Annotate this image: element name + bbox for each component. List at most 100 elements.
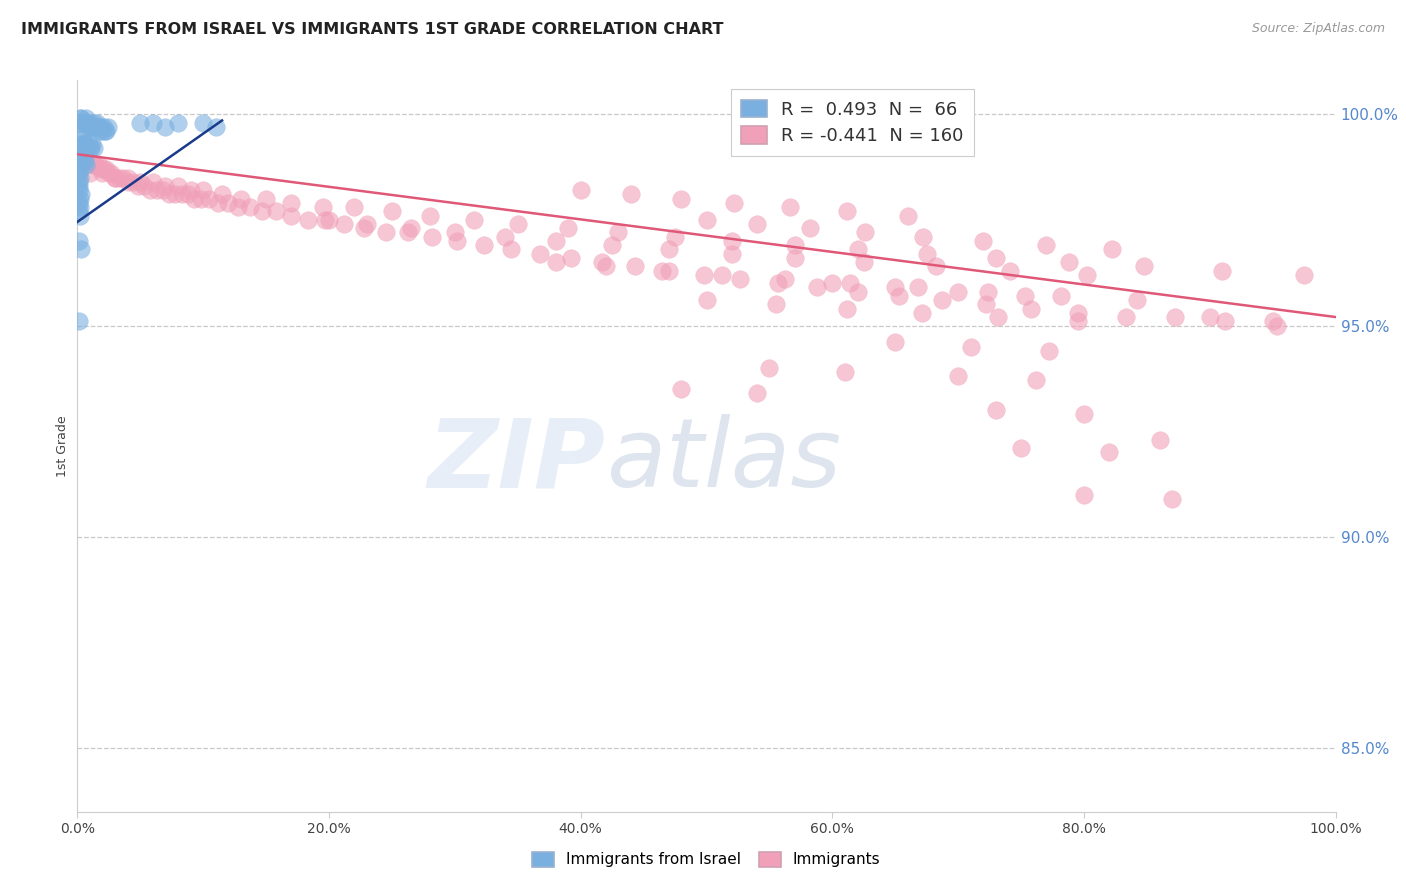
Point — [799, 221, 821, 235]
Point — [846, 285, 869, 299]
Point — [89, 124, 111, 138]
Legend: Immigrants from Israel, Immigrants: Immigrants from Israel, Immigrants — [526, 846, 887, 873]
Point — [314, 212, 336, 227]
Point — [79, 166, 101, 180]
Point — [779, 200, 801, 214]
Point — [104, 170, 127, 185]
Point — [720, 246, 742, 260]
Point — [70, 136, 93, 151]
Point — [229, 192, 252, 206]
Point — [90, 120, 112, 134]
Point — [419, 209, 441, 223]
Point — [67, 314, 90, 328]
Point — [76, 115, 98, 129]
Point — [887, 289, 910, 303]
Point — [560, 251, 582, 265]
Point — [396, 226, 419, 240]
Point — [280, 195, 302, 210]
Point — [100, 166, 122, 180]
Point — [671, 192, 693, 206]
Point — [69, 209, 91, 223]
Point — [658, 263, 681, 277]
Point — [239, 200, 262, 214]
Point — [381, 204, 404, 219]
Point — [96, 162, 118, 177]
Point — [1067, 314, 1090, 328]
Point — [152, 183, 174, 197]
Point — [765, 297, 787, 311]
Point — [87, 158, 110, 172]
Text: IMMIGRANTS FROM ISRAEL VS IMMIGRANTS 1ST GRADE CORRELATION CHART: IMMIGRANTS FROM ISRAEL VS IMMIGRANTS 1ST… — [21, 22, 724, 37]
Point — [1161, 491, 1184, 506]
Point — [75, 136, 97, 151]
Point — [948, 285, 970, 299]
Point — [83, 141, 105, 155]
Point — [998, 263, 1021, 277]
Point — [1073, 407, 1095, 421]
Point — [191, 115, 215, 129]
Point — [600, 238, 623, 252]
Point — [180, 183, 202, 197]
Point — [529, 246, 551, 260]
Point — [76, 141, 98, 155]
Point — [72, 115, 94, 129]
Point — [67, 195, 90, 210]
Point — [69, 149, 91, 163]
Point — [90, 162, 112, 177]
Point — [837, 204, 859, 219]
Y-axis label: 1st Grade: 1st Grade — [56, 415, 69, 477]
Point — [773, 272, 796, 286]
Point — [82, 120, 104, 134]
Point — [67, 115, 90, 129]
Point — [806, 280, 828, 294]
Point — [129, 115, 152, 129]
Point — [821, 277, 844, 291]
Point — [768, 277, 790, 291]
Point — [72, 136, 94, 151]
Point — [132, 178, 155, 193]
Point — [312, 200, 335, 214]
Point — [1038, 343, 1060, 358]
Point — [70, 187, 93, 202]
Point — [884, 335, 907, 350]
Point — [108, 170, 131, 185]
Point — [67, 175, 90, 189]
Point — [839, 277, 862, 291]
Point — [183, 192, 205, 206]
Point — [544, 255, 567, 269]
Point — [69, 170, 91, 185]
Point — [1073, 488, 1095, 502]
Point — [897, 209, 920, 223]
Point — [198, 192, 221, 206]
Point — [984, 251, 1007, 265]
Point — [1133, 260, 1156, 274]
Point — [96, 120, 118, 134]
Point — [1261, 314, 1284, 328]
Point — [664, 229, 686, 244]
Point — [911, 306, 934, 320]
Point — [77, 136, 100, 151]
Point — [129, 175, 152, 189]
Point — [1050, 289, 1073, 303]
Point — [72, 153, 94, 168]
Point — [79, 141, 101, 155]
Point — [343, 200, 366, 214]
Point — [80, 141, 103, 155]
Point — [79, 115, 101, 129]
Point — [472, 238, 495, 252]
Point — [506, 217, 529, 231]
Point — [318, 212, 340, 227]
Point — [83, 115, 105, 129]
Point — [72, 149, 94, 163]
Point — [104, 170, 127, 185]
Point — [607, 226, 630, 240]
Point — [745, 217, 768, 231]
Point — [72, 132, 94, 146]
Point — [1149, 433, 1171, 447]
Point — [170, 187, 193, 202]
Point — [80, 153, 103, 168]
Point — [651, 263, 673, 277]
Point — [80, 120, 103, 134]
Point — [177, 187, 200, 202]
Point — [77, 153, 100, 168]
